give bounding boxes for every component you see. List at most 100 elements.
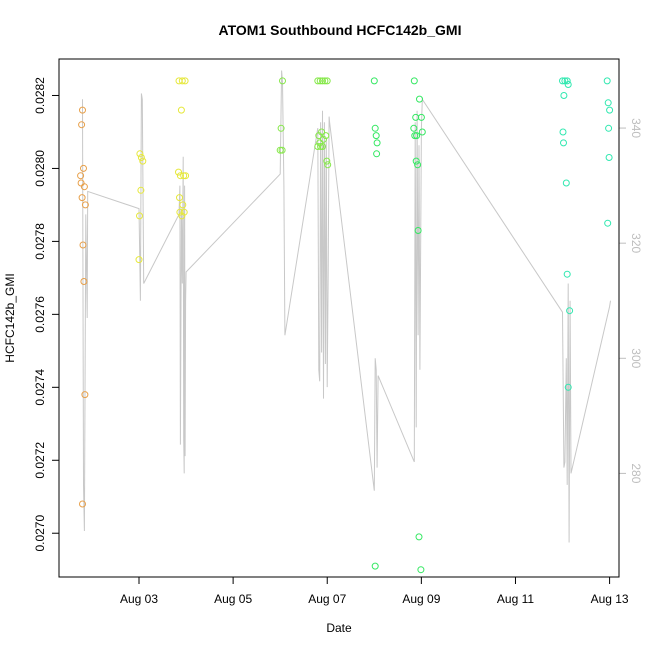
data-point — [178, 212, 186, 220]
data-point — [604, 99, 612, 107]
plot-frame — [58, 58, 620, 578]
data-point — [371, 562, 379, 570]
y-tick-label: 0.0276 — [33, 296, 47, 333]
data-point — [415, 533, 423, 541]
data-point — [314, 143, 322, 150]
data-point — [77, 172, 85, 180]
chart-title: ATOM1 Southbound HCFC142b_GMI — [219, 22, 462, 38]
data-point — [563, 270, 571, 278]
data-point — [410, 77, 418, 85]
y-axis-label: HCFC142b_GMI — [3, 273, 17, 362]
data-point — [79, 241, 87, 249]
data-point — [412, 157, 420, 165]
data-point — [416, 95, 423, 103]
x-tick-label: Aug 11 — [497, 592, 534, 606]
data-point — [370, 77, 378, 85]
data-point — [139, 157, 147, 165]
data-point — [605, 154, 613, 161]
data-point — [566, 307, 574, 315]
y-tick-label: 0.0270 — [33, 515, 47, 552]
data-point — [80, 183, 88, 191]
data-point — [279, 77, 286, 85]
data-point — [564, 383, 572, 391]
right-tick-label: 280 — [629, 463, 643, 483]
data-point — [178, 77, 186, 85]
data-point — [605, 124, 613, 132]
data-point — [181, 77, 189, 85]
data-point — [136, 212, 143, 220]
data-point — [564, 81, 572, 88]
data-point — [177, 106, 185, 114]
data-point — [176, 194, 183, 202]
x-tick-label: Aug 09 — [402, 592, 440, 606]
data-point — [81, 391, 89, 399]
right-tick-label: 340 — [629, 118, 643, 138]
data-point — [180, 172, 188, 180]
data-point — [320, 135, 327, 143]
data-point — [176, 208, 184, 216]
data-point — [410, 124, 418, 132]
data-point — [324, 161, 332, 169]
right-tick-label: 300 — [629, 348, 643, 368]
data-point — [321, 77, 329, 85]
data-point — [417, 113, 425, 121]
data-point — [136, 150, 144, 158]
data-point — [78, 194, 86, 202]
data-point — [560, 139, 567, 147]
y-tick-label: 0.0272 — [33, 442, 47, 479]
x-tick-label: Aug 05 — [214, 592, 252, 606]
data-point — [323, 157, 331, 165]
data-point — [278, 146, 286, 154]
x-axis-label: Date — [326, 621, 352, 635]
points-layer — [77, 77, 614, 574]
data-point — [78, 121, 86, 129]
data-point — [175, 168, 182, 176]
y-tick-label: 0.0274 — [33, 369, 47, 406]
data-point — [135, 256, 143, 264]
data-point — [79, 500, 86, 508]
data-point — [606, 106, 614, 114]
data-point — [413, 132, 421, 140]
data-point — [179, 201, 187, 209]
data-point — [371, 124, 379, 132]
data-point — [372, 132, 380, 140]
x-tick-label: Aug 13 — [591, 592, 629, 606]
data-point — [604, 219, 612, 227]
data-point — [80, 164, 87, 172]
data-point — [80, 278, 88, 285]
data-point — [317, 143, 325, 150]
data-point — [314, 77, 322, 85]
data-point — [322, 132, 330, 140]
data-point — [182, 172, 190, 180]
data-point — [560, 92, 568, 99]
data-point — [180, 208, 188, 216]
data-point — [559, 77, 566, 85]
data-point — [418, 128, 426, 136]
data-point — [319, 143, 326, 150]
data-point — [318, 128, 326, 136]
y-tick-label: 0.0280 — [33, 150, 47, 187]
x-tick-label: Aug 03 — [120, 592, 158, 606]
data-point — [414, 161, 422, 169]
data-point — [417, 566, 425, 574]
data-point — [563, 77, 571, 85]
data-point — [79, 106, 86, 114]
data-point — [319, 77, 326, 85]
right-tick-label: 320 — [629, 233, 643, 253]
y-tick-label: 0.0278 — [33, 223, 47, 260]
data-point — [176, 172, 184, 180]
data-point — [137, 186, 145, 194]
data-point — [323, 77, 331, 85]
data-point — [81, 201, 89, 209]
data-point — [277, 124, 285, 132]
data-point — [559, 128, 567, 136]
data-point — [373, 139, 381, 147]
data-point — [137, 154, 145, 161]
data-point — [562, 179, 570, 187]
data-point — [373, 150, 381, 158]
data-point — [316, 77, 324, 85]
x-tick-label: Aug 07 — [308, 592, 346, 606]
data-point — [414, 227, 422, 234]
data-point — [276, 146, 284, 154]
